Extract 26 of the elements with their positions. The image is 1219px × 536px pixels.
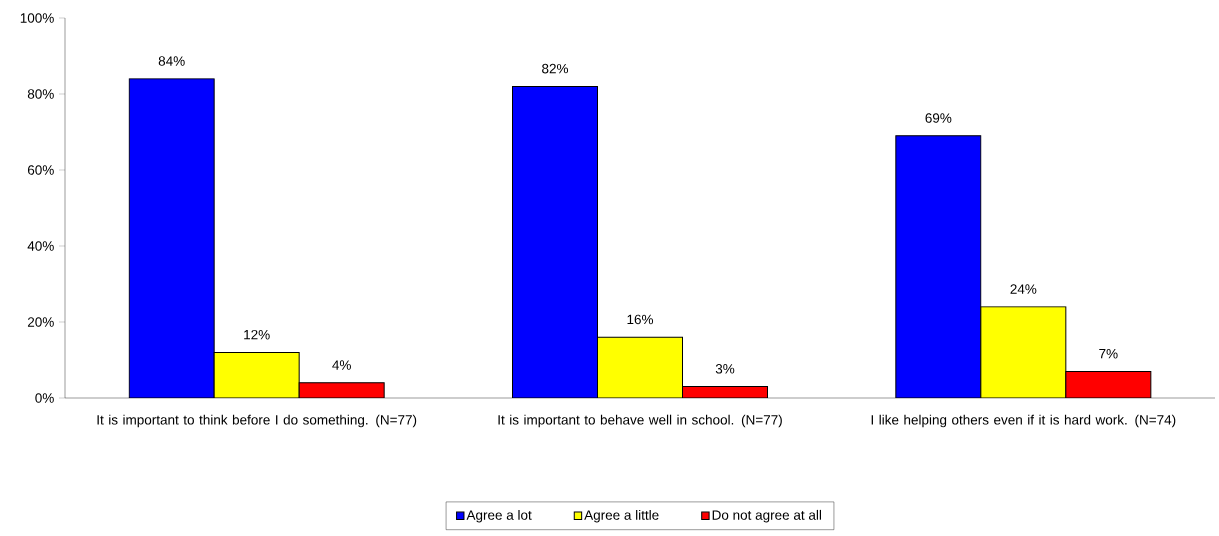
- y-tick-label: 100%: [20, 13, 54, 23]
- x-tick-label: I like helping others even if it is hard work. (N=74): [871, 414, 1176, 428]
- data-label: 12%: [244, 329, 270, 340]
- legend-label: Agree a lot: [466, 509, 532, 523]
- y-tick-label: 60%: [27, 165, 54, 175]
- data-label: 24%: [1010, 284, 1037, 294]
- y-tick-label: 80%: [27, 89, 54, 99]
- bar: [980, 306, 1067, 398]
- bar: [1065, 370, 1152, 398]
- data-label: 4%: [332, 360, 351, 370]
- data-label: 82%: [542, 63, 569, 74]
- legend-label: Do not agree at all: [712, 509, 821, 523]
- y-tick-label: 0%: [35, 393, 54, 403]
- y-tick-label: 40%: [27, 241, 54, 251]
- data-label: 69%: [925, 113, 952, 123]
- bar: [298, 382, 385, 398]
- x-tick-label: It is important to think before I do something. (N=77): [97, 414, 417, 428]
- data-label: 16%: [627, 314, 654, 325]
- y-tick-label: 20%: [27, 317, 54, 327]
- bar: [597, 336, 683, 398]
- legend-label: Agree a little: [584, 509, 659, 523]
- data-label: 3%: [715, 364, 735, 374]
- bar: [213, 351, 300, 398]
- x-tick-label: It is important to behave well in school. (N=77): [498, 414, 782, 428]
- data-label: 84%: [158, 56, 185, 66]
- data-label: 7%: [1099, 348, 1118, 359]
